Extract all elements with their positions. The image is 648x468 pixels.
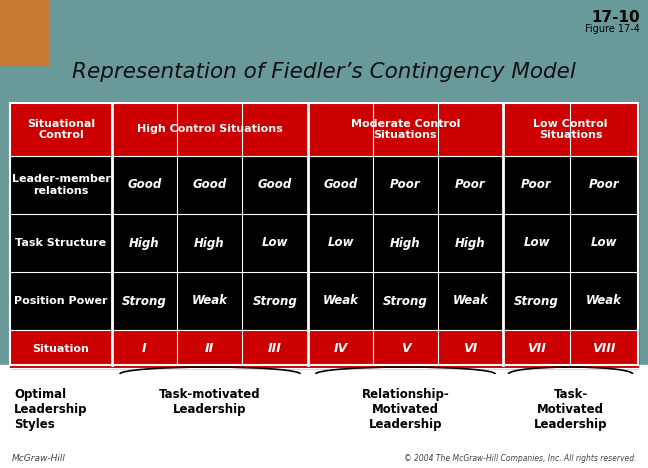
Text: Representation of Fiedler’s Contingency Model: Representation of Fiedler’s Contingency … [72,62,576,82]
Text: Weak: Weak [323,294,358,307]
Text: Good: Good [258,178,292,191]
Text: Good: Good [323,178,358,191]
Text: Low: Low [327,236,354,249]
Text: McGraw-Hill: McGraw-Hill [12,454,66,463]
Text: High Control Situations: High Control Situations [137,124,283,134]
Text: Good: Good [128,178,161,191]
Text: Low: Low [262,236,288,249]
Text: I: I [142,343,147,356]
Text: 17-10: 17-10 [592,10,640,25]
Text: Weak: Weak [586,294,622,307]
Text: Figure 17-4: Figure 17-4 [585,24,640,34]
Text: Task-motivated
Leadership: Task-motivated Leadership [159,388,260,416]
Text: Situation: Situation [32,344,89,354]
Text: High: High [455,236,486,249]
Text: High: High [194,236,225,249]
Text: Poor: Poor [588,178,619,191]
Text: VIII: VIII [592,343,616,356]
Bar [10,103,638,365]
Text: Task-
Motivated
Leadership: Task- Motivated Leadership [534,388,607,431]
Text: Strong: Strong [514,294,559,307]
Text: Situational
Control: Situational Control [27,119,95,140]
Text: Strong: Strong [383,294,428,307]
Bar [10,103,638,156]
Text: V: V [400,343,410,356]
Text: Task Structure: Task Structure [16,238,106,248]
Text: Poor: Poor [390,178,421,191]
Text: VI: VI [463,343,478,356]
Text: VII: VII [527,343,546,356]
Text: III: III [268,343,282,356]
Text: Strong: Strong [122,294,167,307]
Text: Low: Low [591,236,618,249]
Text: Poor: Poor [521,178,552,191]
Text: Good: Good [192,178,227,191]
Bar [0,0,48,65]
Text: Relationship-
Motivated
Leadership: Relationship- Motivated Leadership [362,388,449,431]
Text: Weak: Weak [192,294,227,307]
Text: Strong: Strong [253,294,297,307]
Text: Low Control
Situations: Low Control Situations [533,119,608,140]
Text: IV: IV [333,343,347,356]
Bar [10,103,638,365]
Text: Low: Low [523,236,550,249]
Text: Weak: Weak [452,294,489,307]
Text: Leader-member
relations: Leader-member relations [12,174,110,196]
Text: Moderate Control
Situations: Moderate Control Situations [351,119,460,140]
Text: Optimal
Leadership
Styles: Optimal Leadership Styles [14,388,87,431]
Bar [10,330,638,368]
Text: Poor: Poor [455,178,486,191]
Text: © 2004 The McGraw-Hill Companies, Inc. All rights reserved.: © 2004 The McGraw-Hill Companies, Inc. A… [404,454,636,463]
Text: High: High [390,236,421,249]
Text: II: II [205,343,214,356]
Text: Position Power: Position Power [14,296,108,306]
Bar [0,365,648,468]
Text: High: High [129,236,160,249]
